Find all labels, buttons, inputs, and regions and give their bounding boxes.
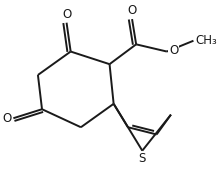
Text: O: O: [127, 4, 137, 17]
Text: O: O: [2, 112, 11, 125]
Text: O: O: [62, 8, 71, 21]
Text: O: O: [169, 44, 178, 57]
Text: S: S: [139, 153, 146, 165]
Text: CH₃: CH₃: [196, 34, 217, 47]
